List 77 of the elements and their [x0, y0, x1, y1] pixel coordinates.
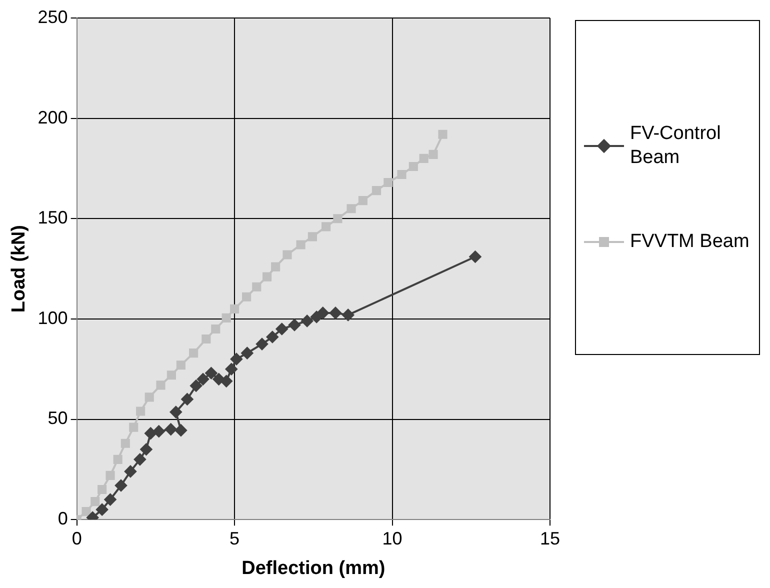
point: [469, 250, 482, 263]
point: [225, 363, 238, 376]
point: [296, 240, 306, 250]
point: [140, 443, 152, 456]
y-axis-title: Load (kN): [8, 224, 30, 313]
y-tick-label: 200: [38, 107, 68, 128]
point: [438, 130, 448, 139]
point: [164, 423, 177, 436]
y-tick-label: 150: [38, 208, 68, 228]
legend-label: FVVTM Beam: [630, 230, 750, 254]
point: [322, 222, 331, 232]
point: [330, 306, 342, 319]
point: [211, 324, 220, 334]
point: [252, 282, 262, 292]
point: [220, 375, 232, 388]
point: [342, 308, 354, 321]
y-tick-label: 250: [38, 6, 68, 27]
point: [288, 318, 300, 331]
x-tick-label: 15: [540, 528, 560, 548]
point: [408, 162, 418, 172]
point: [96, 504, 108, 516]
point: [106, 470, 115, 480]
point: [144, 392, 154, 402]
point: [262, 272, 272, 282]
legend-label: FV-Control Beam: [630, 122, 722, 170]
point: [358, 196, 368, 206]
point: [316, 306, 329, 319]
point: [301, 314, 314, 327]
y-tick-label: 100: [38, 308, 68, 328]
point: [156, 380, 166, 390]
point: [230, 304, 240, 314]
point: [256, 338, 268, 350]
point: [241, 347, 254, 360]
point: [397, 170, 406, 180]
x-tick-label: 0: [72, 528, 82, 548]
x-tick-label: 5: [230, 528, 240, 548]
point: [189, 348, 198, 358]
point: [202, 334, 211, 344]
point: [308, 232, 318, 242]
y-tick-label: 50: [48, 408, 68, 428]
point: [120, 438, 130, 448]
point: [372, 186, 382, 196]
point: [144, 427, 157, 440]
point: [134, 453, 146, 466]
point: [190, 380, 202, 392]
point: [174, 424, 187, 436]
point: [166, 370, 176, 380]
point: [98, 484, 107, 494]
point: [205, 367, 218, 380]
point: [170, 406, 182, 418]
point: [176, 360, 186, 370]
point: [222, 313, 231, 322]
point: [124, 465, 136, 478]
point: [197, 373, 210, 386]
point: [90, 497, 100, 506]
point: [181, 393, 194, 406]
point: [419, 154, 428, 163]
point: [230, 353, 242, 366]
point: [242, 292, 252, 302]
point: [104, 494, 116, 506]
y-tick-label: 0: [58, 508, 68, 529]
point: [333, 214, 342, 224]
point: [384, 178, 393, 188]
point: [136, 406, 146, 416]
point: [282, 250, 292, 260]
point: [152, 425, 165, 438]
x-axis-title: Deflection (mm): [242, 558, 386, 579]
point: [266, 331, 278, 344]
point: [129, 422, 138, 432]
point: [271, 262, 280, 272]
point: [114, 479, 127, 492]
point: [346, 204, 356, 214]
point: [113, 454, 122, 464]
point: [428, 150, 438, 159]
x-tick-label: 10: [382, 528, 402, 548]
point: [82, 507, 91, 516]
point: [276, 322, 288, 335]
